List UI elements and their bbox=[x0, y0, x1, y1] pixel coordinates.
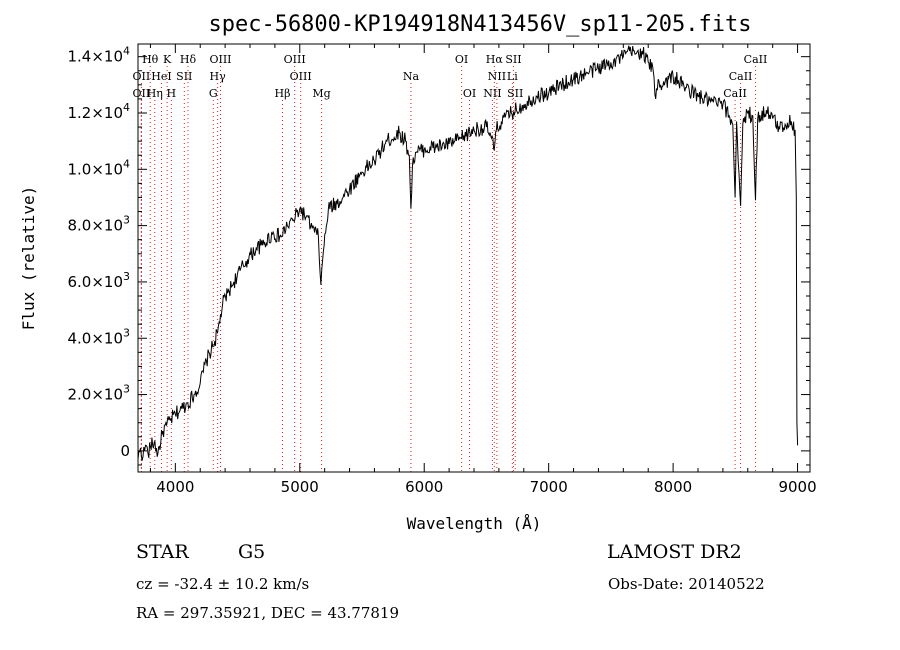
line-marker-label: OII bbox=[133, 87, 151, 100]
line-marker-label: G bbox=[209, 87, 218, 100]
line-marker-label: OII bbox=[133, 70, 151, 83]
y-tick-label: 1.2×104 bbox=[67, 101, 130, 122]
line-marker-label: Hβ bbox=[275, 87, 291, 100]
y-tick-label: 6.0×103 bbox=[67, 270, 130, 291]
line-marker-label: OI bbox=[455, 53, 468, 66]
spectrum-line bbox=[137, 45, 799, 461]
y-tick-label: 2.0×103 bbox=[67, 383, 130, 404]
x-tick-label: 8000 bbox=[654, 478, 692, 496]
chart-title: spec-56800-KP194918N413456V_sp11-205.fit… bbox=[208, 12, 751, 37]
coordinates-text: RA = 297.35921, DEC = 43.77819 bbox=[136, 604, 400, 622]
line-marker-label: SII bbox=[507, 87, 523, 100]
line-marker-label: Na bbox=[403, 70, 420, 83]
line-marker-label: CaII bbox=[744, 53, 768, 66]
line-marker-label: NII bbox=[488, 70, 506, 83]
obs-date-text: Obs-Date: 20140522 bbox=[608, 575, 765, 593]
line-marker-label: SII bbox=[505, 53, 521, 66]
line-marker-label: OI bbox=[463, 87, 476, 100]
line-marker-label: Hη bbox=[147, 87, 163, 100]
line-marker-label: CaII bbox=[723, 87, 747, 100]
x-tick-label: 7000 bbox=[530, 478, 568, 496]
y-tick-label: 4.0×103 bbox=[67, 326, 130, 347]
y-tick-label: 8.0×103 bbox=[67, 214, 130, 235]
line-marker-label: NII bbox=[483, 87, 501, 100]
line-marker-label: OIII bbox=[209, 53, 231, 66]
survey-name: LAMOST DR2 bbox=[607, 541, 742, 563]
spectrum-series bbox=[137, 45, 799, 461]
line-marker-label: Mg bbox=[312, 87, 330, 100]
spectrum-chart: spec-56800-KP194918N413456V_sp11-205.fit… bbox=[19, 12, 817, 533]
object-class: STAR bbox=[136, 541, 189, 563]
line-marker-label: HeI bbox=[151, 70, 171, 83]
x-tick-label: 9000 bbox=[778, 478, 816, 496]
plot-frame bbox=[137, 43, 811, 473]
line-marker-label: CaII bbox=[729, 70, 753, 83]
y-tick-label: 0 bbox=[120, 442, 130, 460]
line-marker-label: K bbox=[163, 53, 172, 66]
line-marker-label: SII bbox=[176, 70, 192, 83]
x-axis-label: Wavelength (Å) bbox=[407, 514, 542, 533]
y-tick-label: 1.4×104 bbox=[67, 45, 130, 66]
y-axis-label: Flux (relative) bbox=[19, 186, 38, 331]
y-tick-label: 1.0×104 bbox=[67, 157, 130, 178]
x-tick-label: 6000 bbox=[405, 478, 443, 496]
line-marker-label: H bbox=[167, 87, 177, 100]
line-marker-label: Hθ bbox=[142, 53, 159, 66]
x-tick-label: 4000 bbox=[156, 478, 194, 496]
x-tick-label: 5000 bbox=[281, 478, 319, 496]
line-marker-label: Li bbox=[507, 70, 518, 83]
redshift-text: cz = -32.4 ± 10.2 km/s bbox=[136, 575, 310, 593]
line-marker-label: Hγ bbox=[210, 70, 227, 83]
line-marker-label: Hα bbox=[486, 53, 504, 66]
subclass: G5 bbox=[238, 541, 266, 563]
line-marker-label: OIII bbox=[284, 53, 306, 66]
axis-ticks: 4000 5000 6000 7000 8000 9000 0 2.0×103 4.0×103 6… bbox=[67, 44, 817, 496]
line-marker-label: OIII bbox=[290, 70, 312, 83]
line-marker-label: Hδ bbox=[180, 53, 197, 66]
